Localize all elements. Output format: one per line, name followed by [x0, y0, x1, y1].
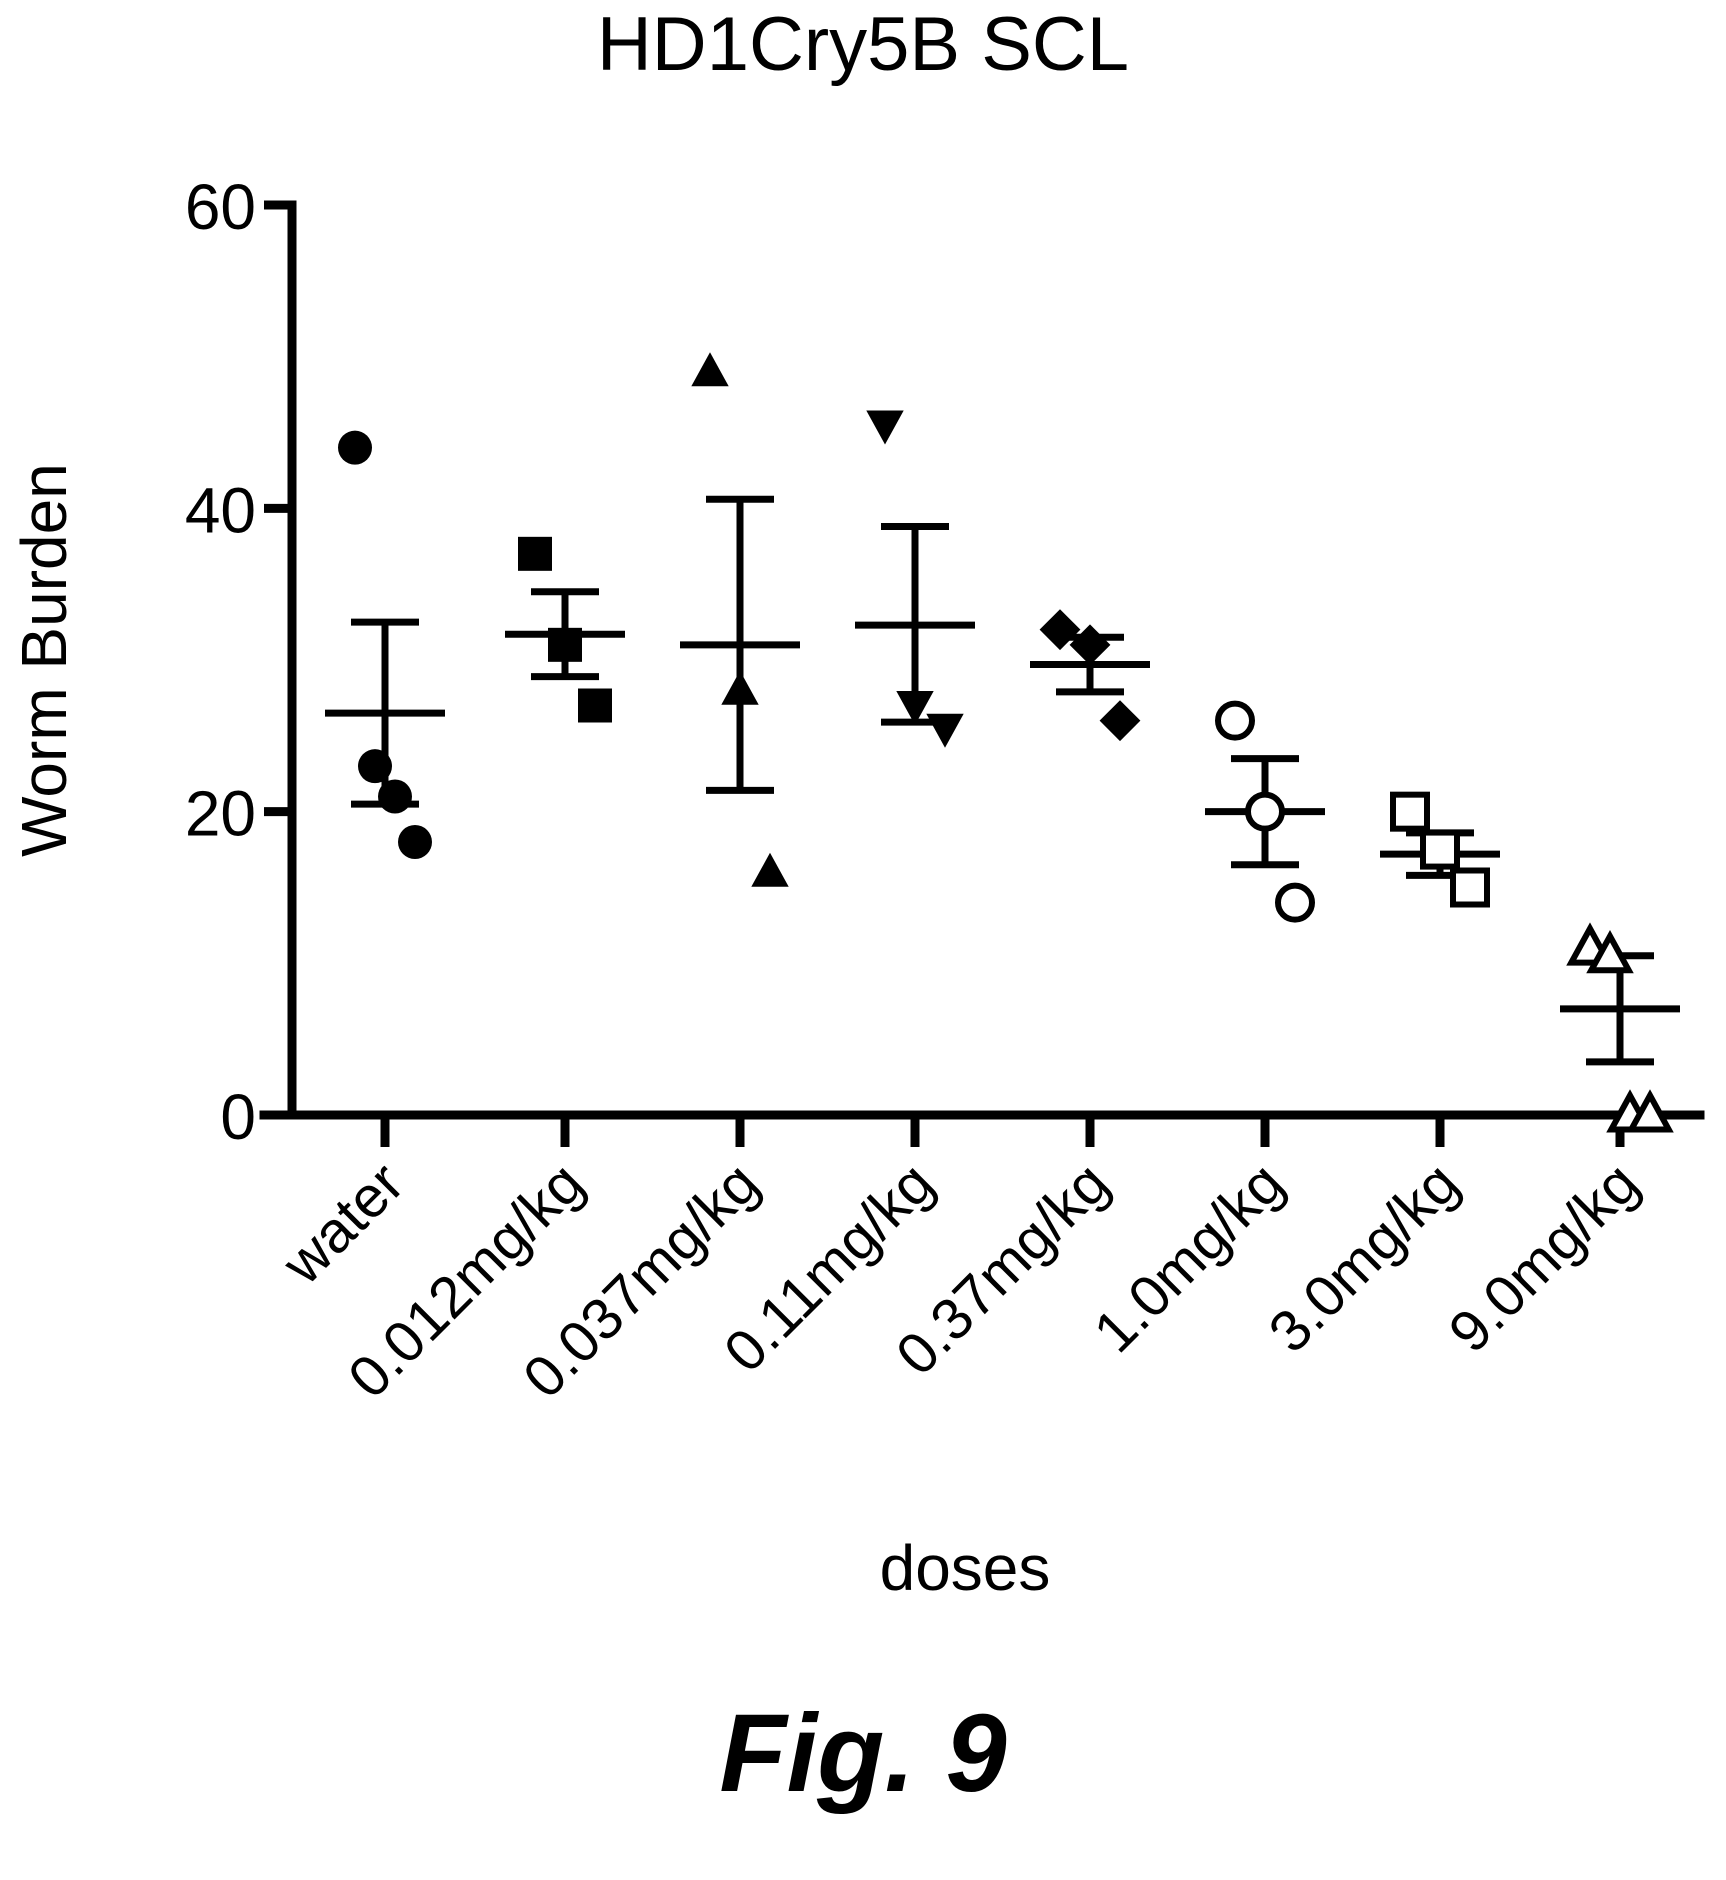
- data-point: [751, 852, 789, 887]
- data-point: [358, 749, 392, 784]
- data-points: [338, 352, 1674, 1133]
- data-point: [548, 627, 582, 662]
- axes: [259, 200, 1705, 1120]
- data-point: [1420, 829, 1460, 870]
- x-tick-label: 1.0mg/kg: [1082, 1150, 1297, 1365]
- x-axis-label: doses: [880, 1532, 1051, 1604]
- figure-label: Fig. 9: [719, 1692, 1007, 1815]
- data-point: [1099, 700, 1141, 742]
- data-point: [926, 713, 964, 748]
- x-tick-label: 3.0mg/kg: [1257, 1150, 1472, 1365]
- data-point: [1626, 1089, 1674, 1133]
- x-tick-label: water: [269, 1150, 416, 1297]
- x-tick-label: 9.0mg/kg: [1437, 1150, 1652, 1365]
- data-point: [398, 825, 432, 859]
- y-tick-label: 60: [185, 171, 256, 243]
- data-point: [1586, 929, 1634, 974]
- data-point: [338, 430, 372, 465]
- y-ticks: 0 20 40 60: [185, 171, 1625, 1153]
- y-axis-label: Worm Burden: [8, 463, 80, 857]
- data-point: [1390, 791, 1430, 832]
- y-tick-label: 20: [185, 778, 256, 850]
- data-point: [1245, 791, 1285, 832]
- data-point: [896, 691, 934, 726]
- data-point: [518, 536, 552, 571]
- data-point: [1039, 609, 1081, 651]
- data-point: [721, 670, 759, 705]
- data-point: [378, 779, 412, 814]
- data-point: [1215, 700, 1255, 741]
- data-point: [1275, 882, 1315, 923]
- error-bars: [325, 495, 1680, 1066]
- y-tick-label: 40: [185, 474, 256, 546]
- data-point: [578, 688, 612, 723]
- data-point: [866, 410, 904, 445]
- y-tick-label: 0: [220, 1081, 256, 1153]
- data-point: [1450, 867, 1490, 908]
- chart-title: HD1Cry5B SCL: [597, 2, 1129, 87]
- data-point: [1069, 624, 1111, 666]
- x-tick-labels: water0.012mg/kg0.037mg/kg0.11mg/kg0.37mg…: [269, 1150, 1651, 1410]
- data-point: [691, 352, 729, 387]
